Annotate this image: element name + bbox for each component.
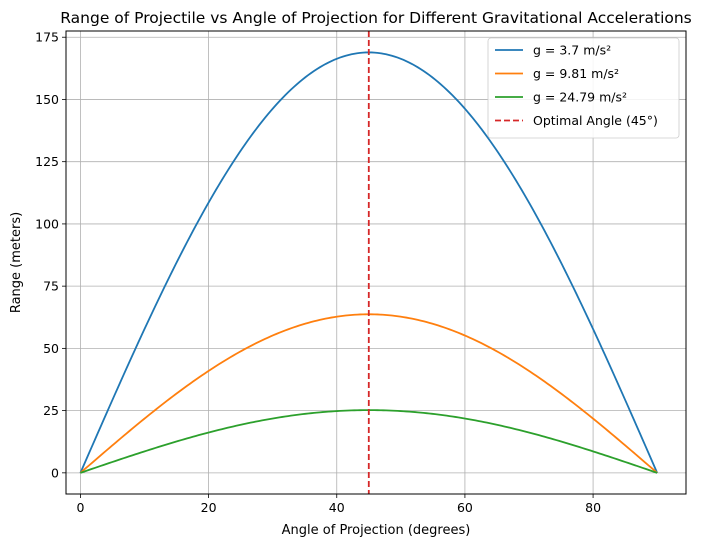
x-tick-label: 80 xyxy=(585,500,601,515)
legend: g = 3.7 m/s² g = 9.81 m/s² g = 24.79 m/s² O… xyxy=(487,37,680,139)
x-axis-label: Angle of Projection (degrees) xyxy=(282,523,471,538)
y-tick-label: 0 xyxy=(51,465,59,480)
y-axis-label: Range (meters) xyxy=(9,212,24,313)
x-tick-label: 40 xyxy=(329,500,345,515)
y-tick-label: 150 xyxy=(35,92,59,107)
chart-title: Range of Projectile vs Angle of Projecti… xyxy=(60,9,692,27)
legend-label: Optimal Angle (45°) xyxy=(533,113,658,128)
y-tick-label: 100 xyxy=(35,216,59,231)
y-tick-label: 175 xyxy=(35,30,59,45)
legend-label: g = 24.79 m/s² xyxy=(533,90,627,105)
legend-box xyxy=(487,37,680,139)
y-tick-label: 75 xyxy=(43,279,59,294)
y-tick-label: 25 xyxy=(43,403,59,418)
y-tick-label: 125 xyxy=(35,154,59,169)
axis-ticks: 0 20 40 60 80 0 25 50 75 100 125 150 175 xyxy=(35,30,601,515)
legend-label: g = 3.7 m/s² xyxy=(533,43,611,58)
x-tick-label: 20 xyxy=(201,500,217,515)
y-tick-label: 50 xyxy=(43,341,59,356)
x-tick-label: 0 xyxy=(76,500,84,515)
grid xyxy=(66,31,686,494)
x-tick-label: 60 xyxy=(457,500,473,515)
plot-frame xyxy=(65,30,687,495)
legend-label: g = 9.81 m/s² xyxy=(533,66,619,81)
